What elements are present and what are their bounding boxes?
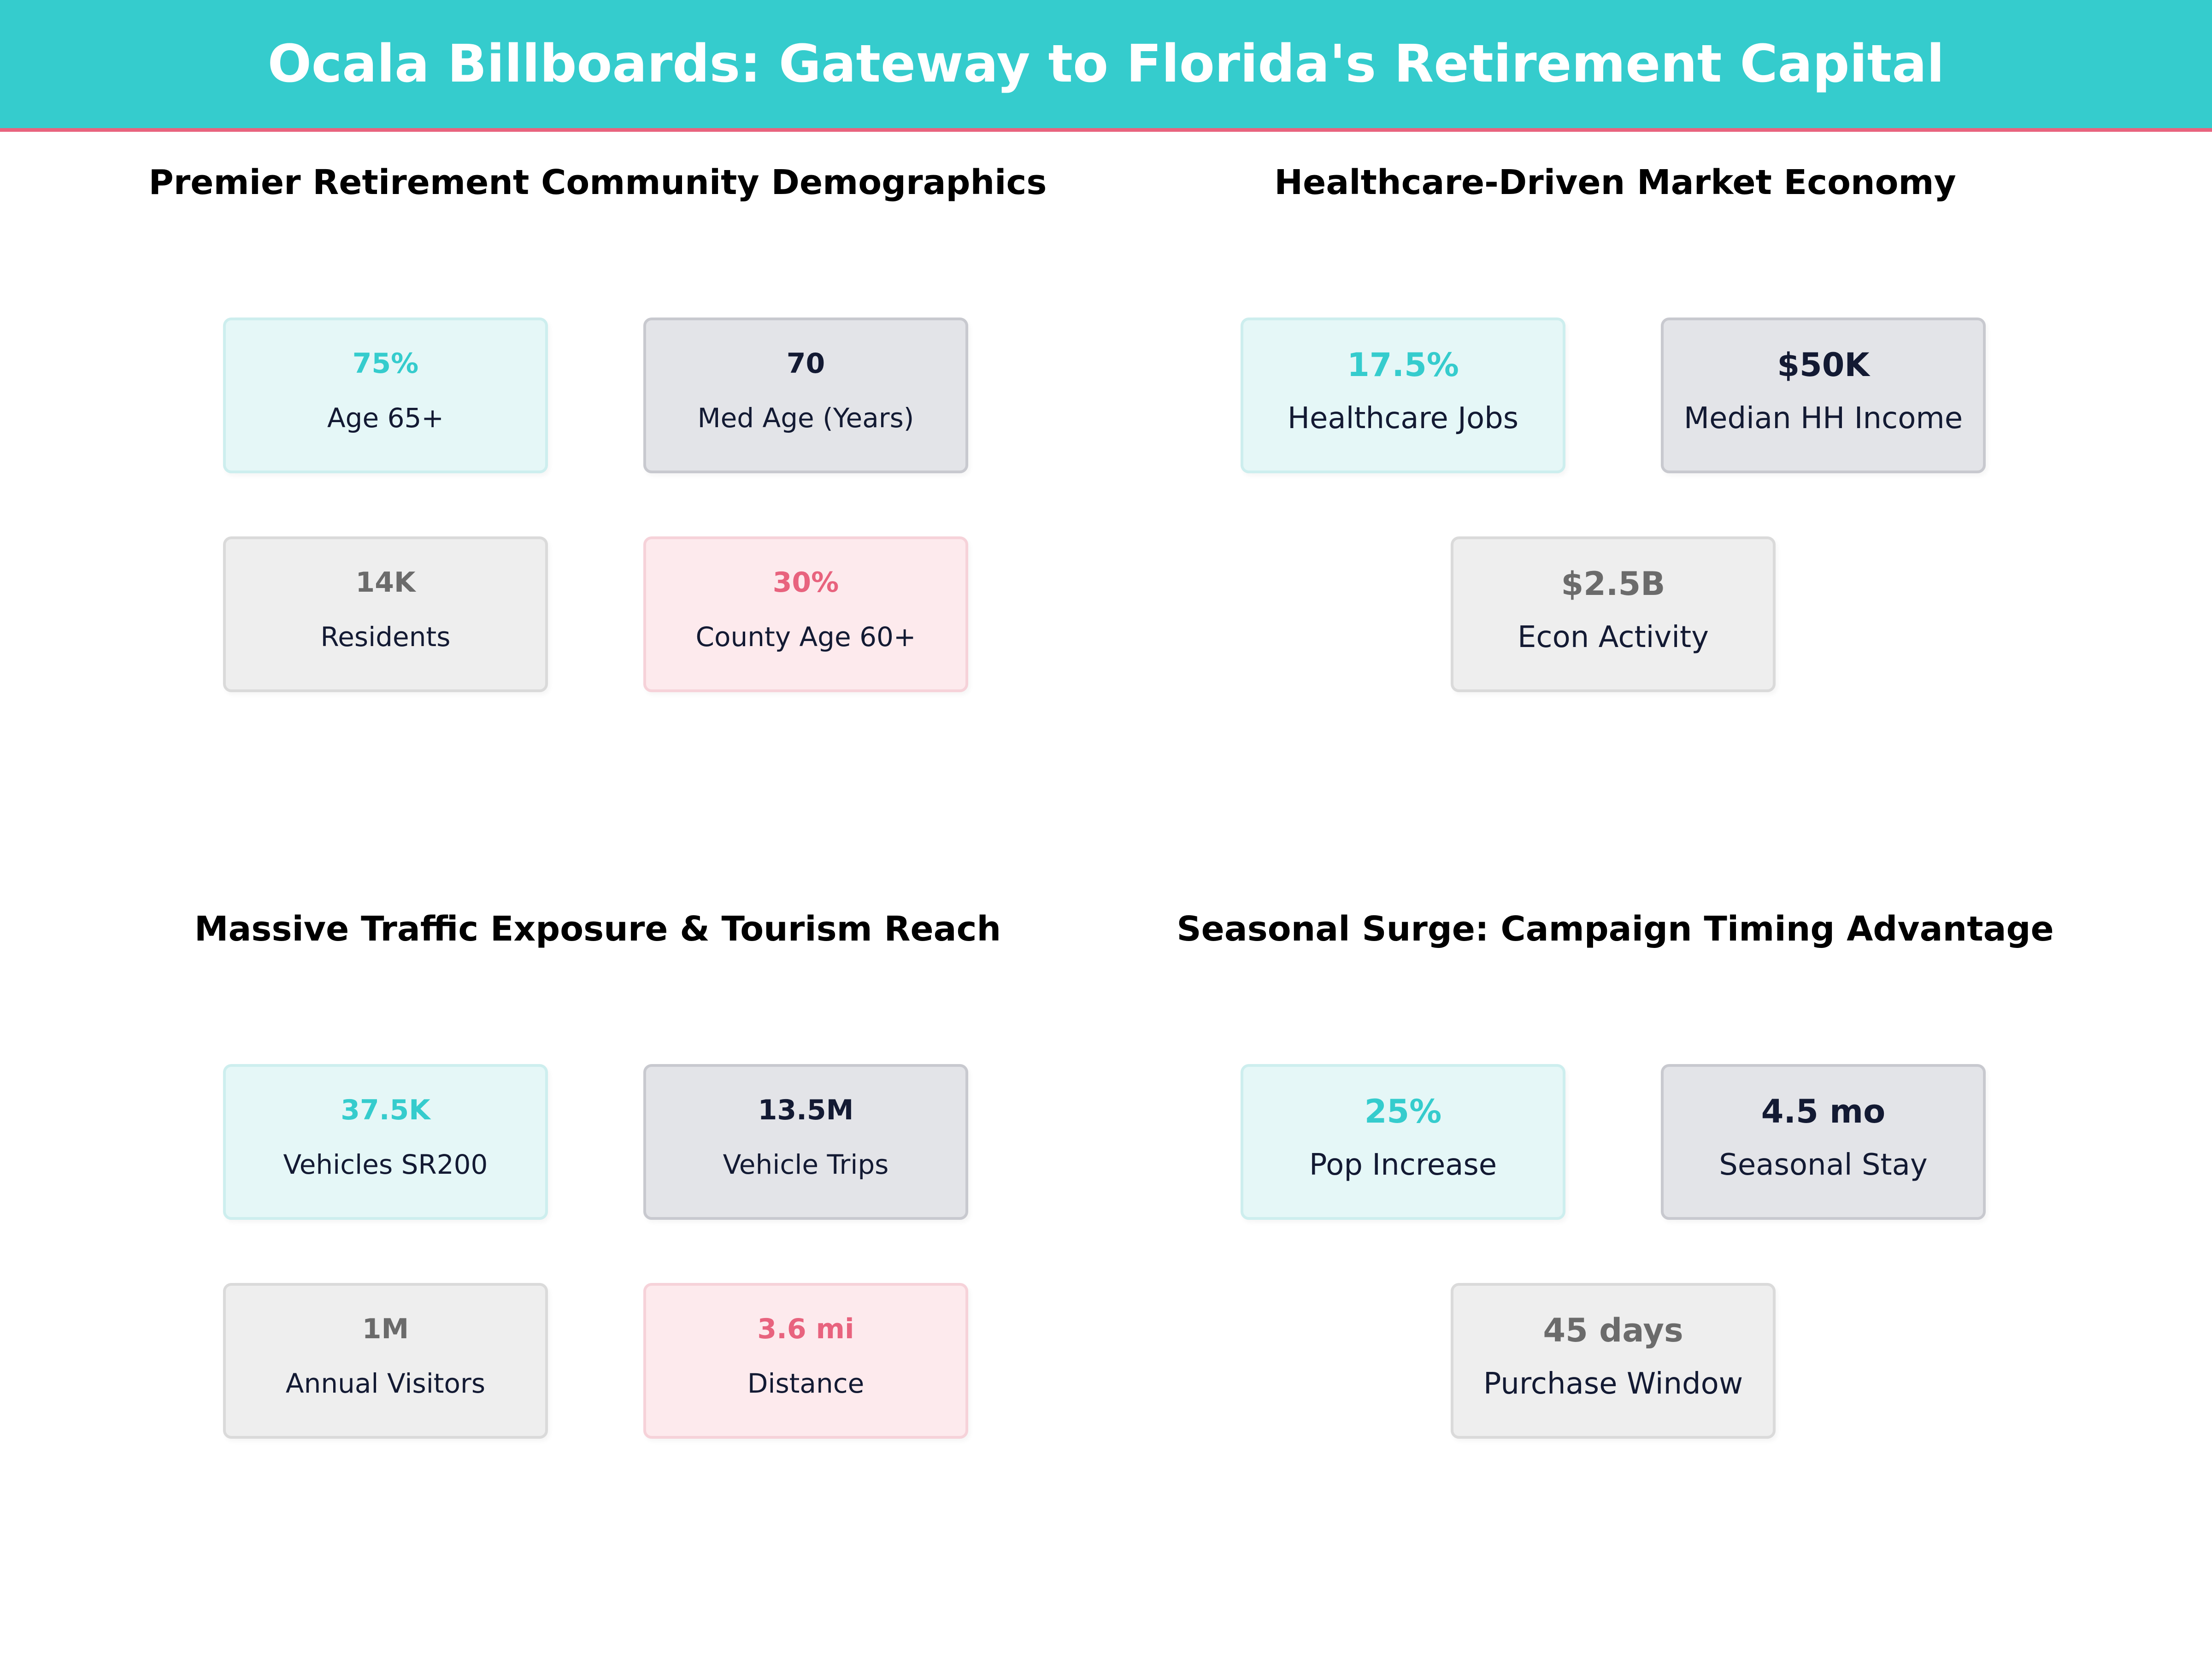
stat-label: Age 65+ xyxy=(327,402,444,434)
stat-card-econ-activity: $2.5B Econ Activity xyxy=(1451,536,1776,692)
stat-label: Healthcare Jobs xyxy=(1287,401,1519,435)
panel-title-demographics: Premier Retirement Community Demographic… xyxy=(148,163,1047,202)
stat-label: Econ Activity xyxy=(1517,620,1709,654)
stat-card-median-age: 70 Med Age (Years) xyxy=(643,318,968,473)
stat-value: 3.6 mi xyxy=(757,1313,854,1345)
stat-card-age-65: 75% Age 65+ xyxy=(223,318,548,473)
stat-label: Median HH Income xyxy=(1683,401,1963,435)
stat-value: 75% xyxy=(352,347,419,380)
stat-value: 25% xyxy=(1364,1093,1442,1130)
stat-card-healthcare-jobs: 17.5% Healthcare Jobs xyxy=(1241,318,1565,473)
stat-value: 17.5% xyxy=(1347,346,1459,384)
stat-value: 4.5 mo xyxy=(1761,1093,1886,1130)
stat-value: $50K xyxy=(1777,346,1870,384)
page-title: Ocala Billboards: Gateway to Florida's R… xyxy=(267,34,1945,94)
stat-label: Distance xyxy=(747,1368,865,1399)
stat-value: $2.5B xyxy=(1561,565,1665,603)
stat-card-purchase-window: 45 days Purchase Window xyxy=(1451,1283,1776,1439)
header-banner: Ocala Billboards: Gateway to Florida's R… xyxy=(0,0,2212,132)
stat-label: Seasonal Stay xyxy=(1719,1148,1928,1182)
panel-title-traffic: Massive Traffic Exposure & Tourism Reach xyxy=(194,909,1001,949)
stat-label: Purchase Window xyxy=(1483,1367,1743,1401)
stat-card-county-age-60: 30% County Age 60+ xyxy=(643,536,968,692)
stat-label: Med Age (Years) xyxy=(697,402,914,434)
stat-card-median-income: $50K Median HH Income xyxy=(1661,318,1986,473)
stat-card-vehicles-sr200: 37.5K Vehicles SR200 xyxy=(223,1064,548,1220)
stat-card-distance: 3.6 mi Distance xyxy=(643,1283,968,1439)
panel-title-seasonal: Seasonal Surge: Campaign Timing Advantag… xyxy=(1177,909,2054,949)
stat-card-pop-increase: 25% Pop Increase xyxy=(1241,1064,1565,1220)
stat-label: Vehicle Trips xyxy=(723,1149,889,1180)
stat-label: Vehicles SR200 xyxy=(283,1149,488,1180)
stat-card-seasonal-stay: 4.5 mo Seasonal Stay xyxy=(1661,1064,1986,1220)
stat-label: Annual Visitors xyxy=(285,1368,486,1399)
panel-title-healthcare: Healthcare-Driven Market Economy xyxy=(1274,163,1956,202)
stat-value: 30% xyxy=(772,566,839,599)
stat-value: 45 days xyxy=(1543,1312,1683,1349)
stat-card-residents: 14K Residents xyxy=(223,536,548,692)
stat-value: 13.5M xyxy=(758,1094,854,1126)
stat-value: 37.5K xyxy=(341,1094,430,1126)
stat-value: 1M xyxy=(362,1313,409,1345)
stat-value: 70 xyxy=(786,347,825,380)
stat-label: County Age 60+ xyxy=(695,621,916,653)
stat-card-annual-visitors: 1M Annual Visitors xyxy=(223,1283,548,1439)
stat-value: 14K xyxy=(355,566,416,599)
stat-label: Pop Increase xyxy=(1309,1148,1497,1182)
stat-card-vehicle-trips: 13.5M Vehicle Trips xyxy=(643,1064,968,1220)
stat-label: Residents xyxy=(320,621,451,653)
